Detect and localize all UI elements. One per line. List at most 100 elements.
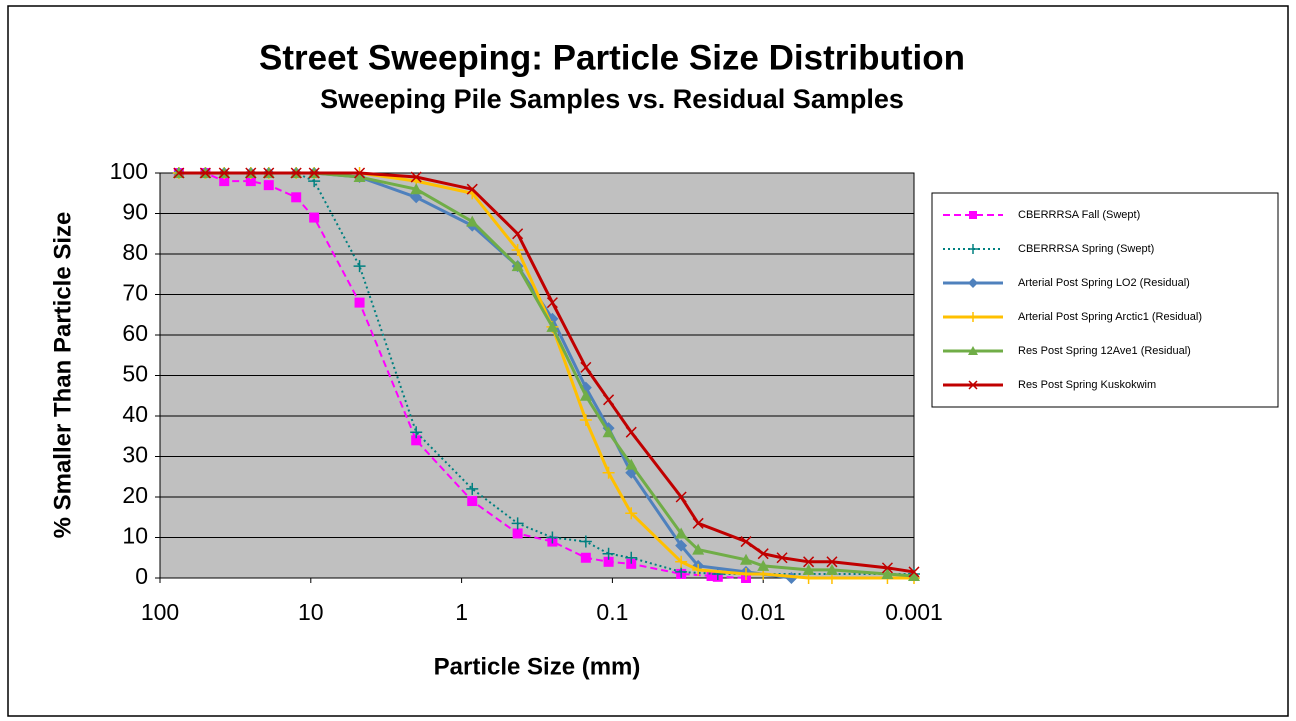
x-tick-label: 0.001 [885,599,943,625]
chart-title: Street Sweeping: Particle Size Distribut… [259,38,965,77]
data-point [826,556,838,568]
data-point [263,180,274,191]
data-point [290,167,302,179]
y-tick-label: 0 [135,563,148,589]
data-point [173,167,185,179]
data-point [218,167,230,179]
data-point [881,562,893,574]
data-point [245,167,257,179]
data-point [580,552,591,563]
data-point [625,426,637,438]
data-point [466,183,478,195]
data-point [803,556,815,568]
data-point [603,394,615,406]
data-point [692,543,705,555]
data-point [692,563,705,576]
data-point [199,167,211,179]
legend-marker [968,312,978,322]
data-point [757,548,769,560]
data-point [546,531,559,544]
data-point [466,215,479,227]
data-point [308,167,320,179]
data-point [675,539,688,552]
data-point [354,167,366,179]
y-tick-label: 90 [122,199,148,225]
data-point [602,547,615,560]
data-point [625,551,638,564]
data-point [675,565,688,578]
y-tick-label: 80 [122,239,148,265]
data-point [706,570,717,581]
data-point [626,558,637,569]
y-tick-label: 30 [122,442,148,468]
legend-label: Arterial Post Spring LO2 (Residual) [1018,277,1190,289]
data-point [466,482,479,495]
data-point [711,567,724,580]
legend-marker [968,346,978,355]
data-point [309,212,320,223]
y-tick-label: 20 [122,482,148,508]
y-tick-label: 50 [122,361,148,387]
x-tick-label: 0.1 [596,599,628,625]
data-point [740,536,752,548]
data-point [603,556,614,567]
data-point [410,183,423,195]
data-point [512,228,524,240]
data-point [579,535,592,548]
data-point [511,243,524,256]
legend-marker [968,244,978,254]
chart-subtitle: Sweeping Pile Samples vs. Residual Sampl… [320,84,904,114]
data-point [757,559,770,571]
data-point [740,567,753,580]
y-axis-title: % Smaller Than Particle Size [49,212,76,539]
data-point [881,567,894,579]
series-line [178,171,915,574]
legend-box [931,192,1279,408]
y-tick-label: 70 [122,280,148,306]
legend-label: Res Post Spring 12Ave1 (Residual) [1018,345,1191,357]
data-point [602,426,615,438]
data-point [411,435,422,446]
x-axis-title: Particle Size (mm) [434,653,641,680]
x-tick-label: 10 [298,599,324,625]
data-point [579,389,592,401]
legend-marker [968,380,978,390]
data-point [580,361,592,373]
legend-label: Arterial Post Spring Arctic1 (Residual) [1018,311,1202,323]
data-point [625,458,638,470]
data-point [675,491,687,503]
data-point [825,563,838,575]
data-point [625,507,638,520]
y-tick-label: 60 [122,320,148,346]
data-point [802,563,815,575]
data-point [546,297,558,309]
data-point [410,191,423,204]
data-point [579,414,592,427]
y-tick-label: 100 [110,158,148,184]
legend-marker [969,211,977,219]
data-point [908,569,920,581]
data-point [675,555,688,568]
x-tick-label: 100 [141,599,179,625]
legend-label: Res Post Spring Kuskokwim [1018,379,1156,391]
data-point [546,320,559,332]
data-point [467,496,478,507]
data-point [354,297,365,308]
legend-label: CBERRRSA Spring (Swept) [1018,243,1154,255]
data-point [353,171,366,183]
data-point [410,171,422,183]
data-point [263,167,275,179]
data-point [511,260,524,272]
data-point [675,527,688,539]
data-point [511,517,524,530]
legend-label: CBERRRSA Fall (Swept) [1018,209,1140,221]
data-point [291,192,302,203]
data-point [219,176,230,187]
data-point [410,426,423,439]
legend-marker [968,278,978,288]
y-tick-label: 40 [122,401,148,427]
data-point [602,466,615,479]
x-tick-label: 1 [455,599,468,625]
data-point [692,517,704,529]
